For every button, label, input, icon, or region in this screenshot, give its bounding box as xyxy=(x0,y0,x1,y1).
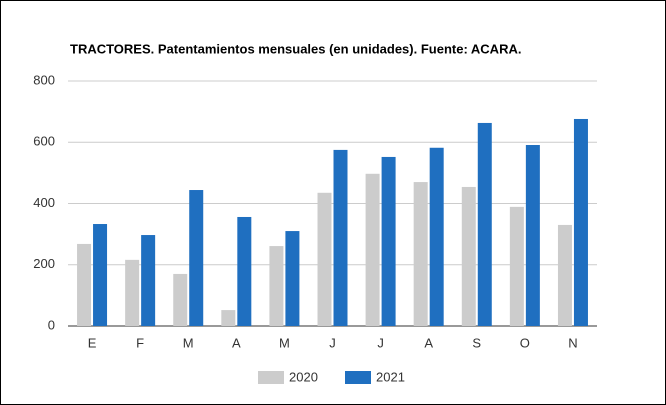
bar xyxy=(477,122,492,326)
legend-label: 2020 xyxy=(289,369,318,384)
bar xyxy=(333,149,348,326)
bar xyxy=(141,235,156,326)
x-tick-label: S xyxy=(472,335,481,350)
bar xyxy=(173,273,188,326)
bar xyxy=(317,192,332,326)
y-tick-label: 0 xyxy=(48,317,55,332)
x-tick-label: F xyxy=(136,335,144,350)
bar xyxy=(269,246,284,326)
bar xyxy=(381,156,396,326)
x-tick-label: N xyxy=(568,335,577,350)
y-tick-label: 400 xyxy=(33,195,55,210)
bar xyxy=(125,259,140,326)
x-tick-label: M xyxy=(279,335,290,350)
x-tick-label: J xyxy=(329,335,336,350)
bar xyxy=(285,231,300,326)
bar xyxy=(509,206,524,326)
chart-title: TRACTORES. Patentamientos mensuales (en … xyxy=(70,41,521,56)
x-tick-label: O xyxy=(520,335,530,350)
y-tick-label: 600 xyxy=(33,134,55,149)
legend-swatch xyxy=(345,371,371,384)
bar xyxy=(93,224,108,326)
bar xyxy=(573,118,588,326)
x-tick-label: A xyxy=(424,335,433,350)
bar xyxy=(557,224,572,326)
x-tick-label: E xyxy=(88,335,97,350)
bar xyxy=(189,190,204,326)
bar xyxy=(413,182,428,326)
y-tick-label: 200 xyxy=(33,256,55,271)
bar xyxy=(365,173,380,326)
y-tick-label: 800 xyxy=(33,72,55,87)
legend-swatch xyxy=(258,371,284,384)
x-tick-label: J xyxy=(377,335,384,350)
bar xyxy=(221,310,236,326)
x-tick-label: A xyxy=(232,335,241,350)
legend-label: 2021 xyxy=(376,369,405,384)
bar xyxy=(525,145,540,326)
bar xyxy=(429,147,444,326)
bar xyxy=(237,216,252,326)
bar xyxy=(461,186,476,326)
x-tick-label: M xyxy=(183,335,194,350)
bar xyxy=(77,243,92,326)
